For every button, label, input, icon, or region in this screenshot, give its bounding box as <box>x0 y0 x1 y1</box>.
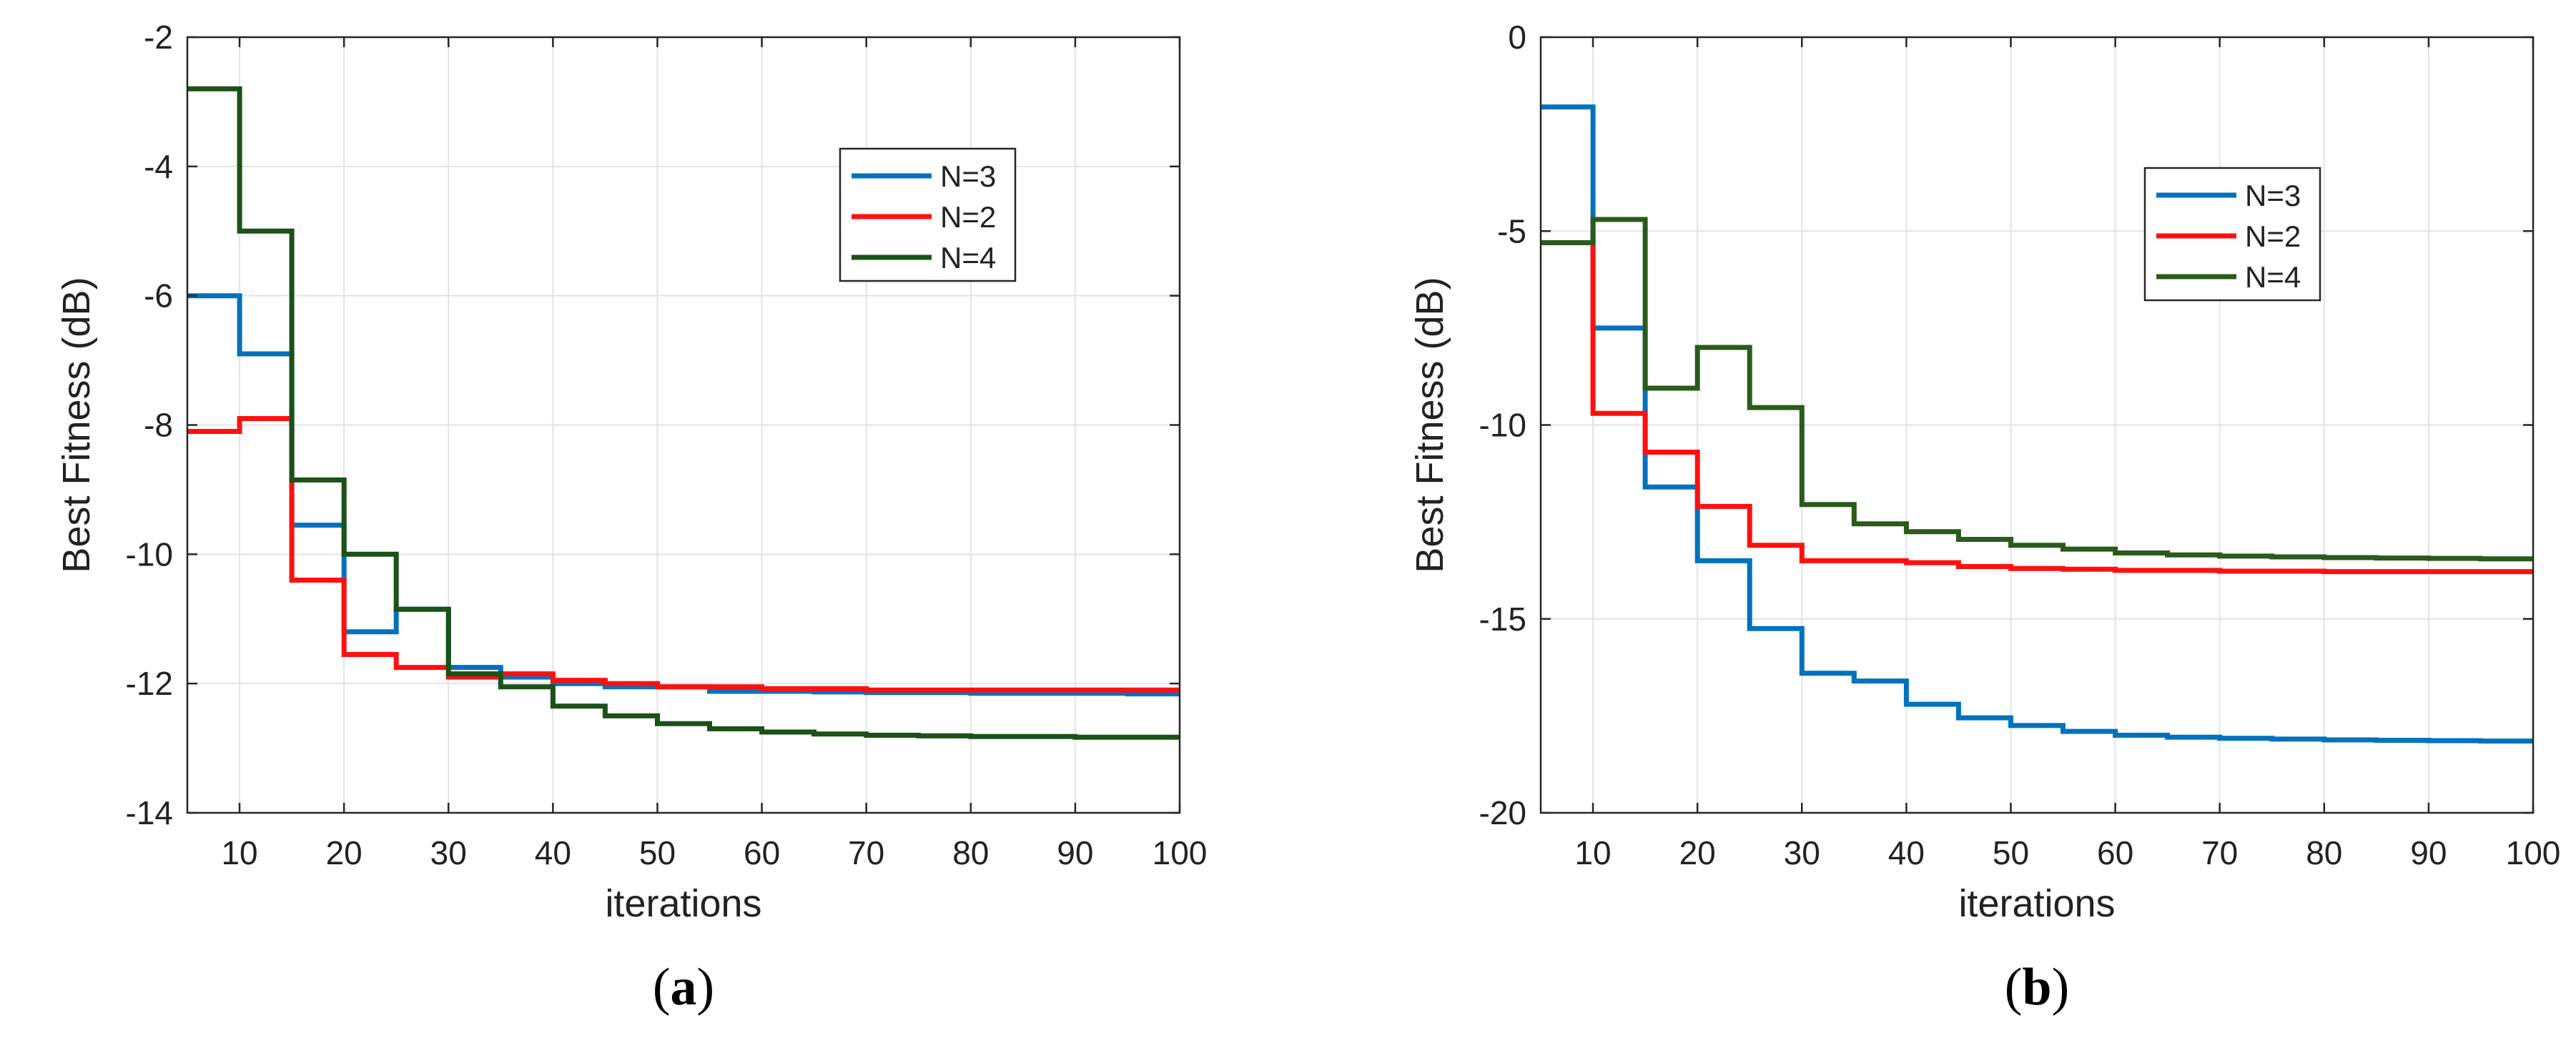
series-line-n2 <box>1541 240 2533 575</box>
legend: N=3 N=2 N=4 <box>2143 167 2321 302</box>
x-tick-label: 20 <box>1679 834 1716 871</box>
x-tick-label: 100 <box>2506 834 2561 871</box>
x-tick-label: 80 <box>952 834 989 871</box>
y-tick-label: -15 <box>1479 600 1526 638</box>
series-line-n3 <box>187 293 1180 697</box>
series-line-n2 <box>187 416 1180 693</box>
x-tick-label: 10 <box>221 834 257 871</box>
x-tick-label: 50 <box>1993 834 2029 871</box>
legend-entry: N=4 <box>940 241 996 275</box>
x-tick-label: 70 <box>848 834 884 871</box>
legend-entry: N=2 <box>2245 219 2301 253</box>
series-line-n4 <box>1541 217 2533 562</box>
y-tick-label: -8 <box>144 407 173 444</box>
legend-entry: N=4 <box>2245 260 2301 294</box>
x-tick-label: 90 <box>2410 834 2447 871</box>
x-tick-label: 80 <box>2306 834 2342 871</box>
x-tick-label: 20 <box>326 834 362 871</box>
x-tick-label: 100 <box>1153 834 1208 871</box>
x-axis-label: iterations <box>1958 882 2115 925</box>
y-axis-label: Best Fitness (dB) <box>55 277 98 573</box>
y-tick-label: -20 <box>1479 794 1526 831</box>
x-tick-label: 30 <box>1784 834 1820 871</box>
y-tick-label: -10 <box>126 535 173 573</box>
x-tick-label: 90 <box>1057 834 1093 871</box>
y-tick-label: -14 <box>126 794 173 831</box>
panel-label: (b) <box>2005 958 2069 1017</box>
chart-b: 10 20 30 40 50 60 70 80 90 100 0 -5 -10 -15 -20 iterati… <box>1408 19 2560 1017</box>
y-tick-label: -6 <box>144 277 173 315</box>
y-axis-label: Best Fitness (dB) <box>1408 277 1451 573</box>
x-tick-label: 30 <box>430 834 467 871</box>
x-tick-label: 10 <box>1574 834 1611 871</box>
legend-entry: N=3 <box>2245 179 2301 212</box>
series-line-n4 <box>187 86 1180 740</box>
x-tick-label: 60 <box>2097 834 2133 871</box>
x-tick-label: 40 <box>535 834 571 871</box>
x-axis-label: iterations <box>605 882 761 925</box>
x-tick-label: 40 <box>1888 834 1925 871</box>
y-tick-label: -12 <box>126 665 173 702</box>
y-tick-label: -5 <box>1497 212 1526 249</box>
y-tick-label: -10 <box>1479 407 1526 444</box>
y-tick-label: -4 <box>144 148 173 185</box>
panel-label: (a) <box>653 958 714 1017</box>
chart-a: 10 20 30 40 50 60 70 80 90 100 -2 -4 -6 -8 -10 -12 -14 it… <box>55 19 1207 1017</box>
series-line-n3 <box>1541 104 2533 744</box>
x-tick-label: 50 <box>639 834 676 871</box>
x-tick-label: 60 <box>744 834 780 871</box>
legend: N=3 N=2 N=4 <box>839 147 1017 282</box>
y-tick-label: -2 <box>144 19 173 56</box>
legend-entry: N=3 <box>940 159 996 193</box>
x-tick-label: 70 <box>2201 834 2238 871</box>
legend-entry: N=2 <box>940 200 996 234</box>
y-tick-label: 0 <box>1508 19 1526 56</box>
